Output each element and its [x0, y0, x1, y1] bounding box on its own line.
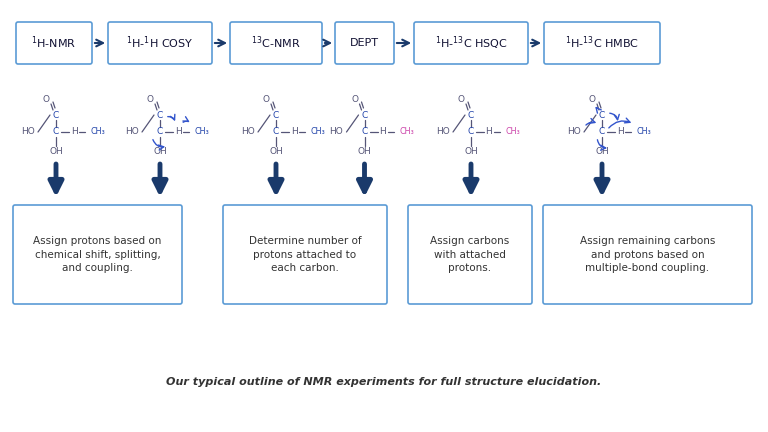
- Text: O: O: [458, 95, 465, 104]
- Text: C: C: [273, 111, 279, 120]
- FancyBboxPatch shape: [230, 22, 322, 64]
- Text: Assign carbons
with attached
protons.: Assign carbons with attached protons.: [430, 236, 510, 273]
- Text: CH₃: CH₃: [505, 127, 521, 137]
- Text: OH: OH: [358, 146, 372, 156]
- FancyBboxPatch shape: [414, 22, 528, 64]
- Text: C: C: [362, 111, 368, 120]
- Text: C: C: [273, 127, 279, 137]
- Text: HO: HO: [125, 127, 139, 137]
- Text: H: H: [485, 127, 492, 137]
- FancyBboxPatch shape: [335, 22, 394, 64]
- Text: CH₃: CH₃: [310, 127, 326, 137]
- Text: H: H: [290, 127, 297, 137]
- FancyBboxPatch shape: [408, 205, 532, 304]
- Text: $^{1}$H-$^{13}$C HMBC: $^{1}$H-$^{13}$C HMBC: [565, 35, 639, 51]
- Text: H: H: [174, 127, 181, 137]
- Text: OH: OH: [269, 146, 283, 156]
- Text: O: O: [588, 95, 595, 104]
- Text: $^{1}$H-NMR: $^{1}$H-NMR: [31, 35, 77, 51]
- Text: HO: HO: [567, 127, 581, 137]
- Text: Assign protons based on
chemical shift, splitting,
and coupling.: Assign protons based on chemical shift, …: [33, 236, 162, 273]
- Text: H: H: [617, 127, 624, 137]
- FancyBboxPatch shape: [13, 205, 182, 304]
- Text: Our typical outline of NMR experiments for full structure elucidation.: Our typical outline of NMR experiments f…: [167, 377, 601, 387]
- Text: $^{1}$H-$^{13}$C HSQC: $^{1}$H-$^{13}$C HSQC: [435, 34, 508, 52]
- Text: C: C: [157, 127, 163, 137]
- Text: HO: HO: [436, 127, 450, 137]
- Text: OH: OH: [464, 146, 478, 156]
- Text: C: C: [157, 111, 163, 120]
- Text: OH: OH: [595, 146, 609, 156]
- Text: CH₃: CH₃: [91, 127, 105, 137]
- Text: HO: HO: [22, 127, 35, 137]
- Text: H: H: [379, 127, 386, 137]
- Text: C: C: [53, 111, 59, 120]
- Text: O: O: [42, 95, 49, 104]
- Text: Determine number of
protons attached to
each carbon.: Determine number of protons attached to …: [249, 236, 361, 273]
- Text: HO: HO: [329, 127, 343, 137]
- Text: $^{13}$C-NMR: $^{13}$C-NMR: [251, 35, 301, 51]
- Text: CH₃: CH₃: [399, 127, 414, 137]
- Text: CH₃: CH₃: [194, 127, 210, 137]
- Text: DEPT: DEPT: [350, 38, 379, 48]
- Text: OH: OH: [153, 146, 167, 156]
- Text: OH: OH: [49, 146, 63, 156]
- Text: $^{1}$H-$^{1}$H COSY: $^{1}$H-$^{1}$H COSY: [126, 35, 194, 51]
- FancyBboxPatch shape: [543, 205, 752, 304]
- Text: C: C: [53, 127, 59, 137]
- Text: O: O: [263, 95, 270, 104]
- Text: C: C: [468, 127, 474, 137]
- Text: C: C: [599, 127, 605, 137]
- Text: HO: HO: [241, 127, 255, 137]
- Text: H: H: [71, 127, 78, 137]
- FancyBboxPatch shape: [108, 22, 212, 64]
- Text: Assign remaining carbons
and protons based on
multiple-bond coupling.: Assign remaining carbons and protons bas…: [580, 236, 715, 273]
- Text: C: C: [362, 127, 368, 137]
- Text: C: C: [599, 111, 605, 120]
- Text: O: O: [147, 95, 154, 104]
- Text: CH₃: CH₃: [637, 127, 651, 137]
- FancyBboxPatch shape: [544, 22, 660, 64]
- FancyBboxPatch shape: [223, 205, 387, 304]
- Text: O: O: [351, 95, 358, 104]
- Text: C: C: [468, 111, 474, 120]
- FancyBboxPatch shape: [16, 22, 92, 64]
